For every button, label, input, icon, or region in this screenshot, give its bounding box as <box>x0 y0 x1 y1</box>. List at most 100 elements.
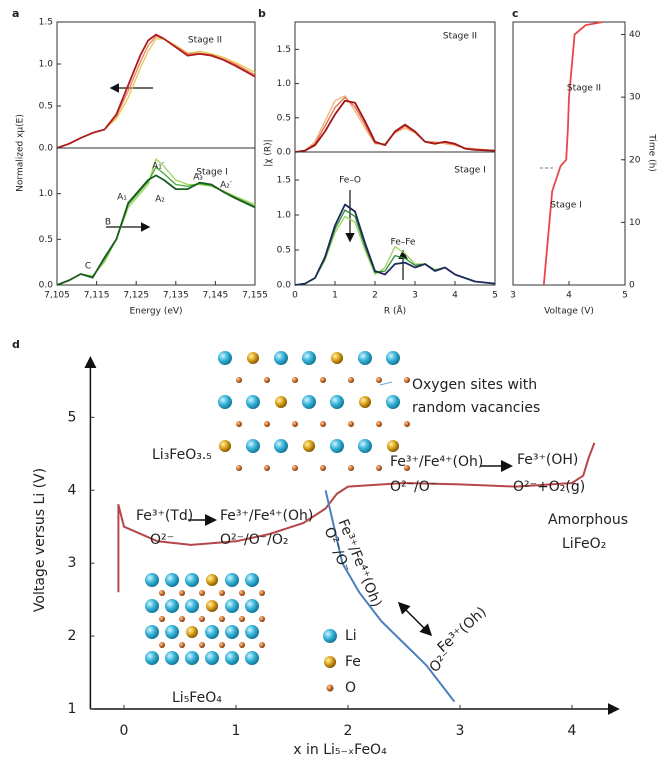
panel-label: c <box>512 7 519 20</box>
li-atom <box>330 395 344 409</box>
series-line <box>56 33 256 149</box>
x-tick-label: 2 <box>344 723 353 739</box>
annotation: A₂ <box>155 195 165 205</box>
o-atom <box>239 642 245 648</box>
o-atom <box>236 421 242 427</box>
y-tick-label: 0.5 <box>39 235 53 245</box>
y-tick-label: 1.0 <box>277 211 292 221</box>
li-atom <box>386 351 400 365</box>
x-tick-label: 5 <box>622 291 628 301</box>
annotation: random vacancies <box>412 400 540 416</box>
annotation: Fe–O <box>339 176 361 186</box>
x-tick-label: 7,105 <box>44 291 70 301</box>
o-atom <box>159 590 165 596</box>
y-tick-label: 0.0 <box>277 281 292 291</box>
x-tick-label: 7,155 <box>242 291 268 301</box>
annotation: Stage I <box>550 201 582 211</box>
annotation: Stage II <box>443 32 477 42</box>
series-line <box>324 490 456 703</box>
li-atom <box>246 439 260 453</box>
annotation: A₃ <box>193 173 203 183</box>
x-tick-label: 7,125 <box>123 291 149 301</box>
li-atom <box>165 651 179 665</box>
annotation: Stage I <box>196 168 228 178</box>
annotation: Fe <box>345 654 361 670</box>
li-atom <box>330 439 344 453</box>
li-atom <box>145 599 159 613</box>
x-tick-label: 1 <box>232 723 241 739</box>
li-atom <box>302 351 316 365</box>
series-line <box>542 21 603 286</box>
decoration <box>106 83 555 692</box>
series-line <box>294 95 496 153</box>
li-atom <box>165 599 179 613</box>
y-tick-label: 40 <box>629 30 641 40</box>
li-atom <box>185 599 199 613</box>
o-atom <box>259 590 265 596</box>
li-atom <box>165 625 179 639</box>
y-tick-label: 1.5 <box>277 45 291 55</box>
o-atom <box>348 377 354 383</box>
o-atom <box>264 377 270 383</box>
y-tick-label: 1.0 <box>277 79 292 89</box>
fe-atom <box>247 352 259 364</box>
li-atom <box>386 395 400 409</box>
li-atom <box>323 629 337 643</box>
li-atom <box>185 651 199 665</box>
li-atom <box>205 651 219 665</box>
x-tick-label: 7,115 <box>84 291 110 301</box>
y-axis-label: |χ (R)| <box>264 139 274 166</box>
annotation: O²⁻ <box>150 532 174 548</box>
li-atom <box>274 439 288 453</box>
annotation: Fe³⁺(OH) <box>517 452 578 468</box>
annotation: Oxygen sites with <box>412 377 537 393</box>
x-tick-label: 3 <box>456 723 465 739</box>
plot-frame <box>56 21 256 149</box>
y-axis-label: Time (h) <box>647 133 657 172</box>
y-tick-label: 1 <box>67 701 76 717</box>
annotation: Stage II <box>567 84 601 94</box>
series-line <box>294 215 496 286</box>
li-atom <box>218 395 232 409</box>
annotation: O²⁻+O₂(g) <box>513 479 585 495</box>
o-atom <box>179 590 185 596</box>
o-atom <box>264 421 270 427</box>
li-atom <box>274 351 288 365</box>
annotation: Amorphous <box>548 512 628 528</box>
o-atom <box>199 590 205 596</box>
y-tick-label: 0.5 <box>277 246 291 256</box>
y-tick-label: 1.5 <box>277 176 291 186</box>
annotation: Li₃FeO₃.₅ <box>152 447 212 463</box>
o-atom <box>348 421 354 427</box>
o-atom <box>376 421 382 427</box>
y-tick-label: 10 <box>629 218 641 228</box>
x-tick-label: 0 <box>120 723 129 739</box>
li-atom <box>225 625 239 639</box>
o-atom <box>264 465 270 471</box>
li-atom <box>185 573 199 587</box>
y-tick-label: 0.5 <box>277 113 291 123</box>
series-line <box>56 35 256 149</box>
li-atom <box>218 351 232 365</box>
series-line <box>294 99 496 153</box>
pointer <box>379 381 393 386</box>
y-tick-label: 4 <box>67 482 76 498</box>
o-atom <box>292 465 298 471</box>
arrow <box>397 601 433 637</box>
fe-atom <box>186 626 198 638</box>
li-atom <box>145 625 159 639</box>
o-atom <box>259 616 265 622</box>
x-tick-label: 4 <box>566 291 572 301</box>
o-atom <box>199 616 205 622</box>
series-line <box>117 442 596 593</box>
o-atom <box>404 421 410 427</box>
y-tick-label: 5 <box>67 409 76 425</box>
o-atom <box>292 421 298 427</box>
fe-atom <box>387 440 399 452</box>
x-tick-label: 7,135 <box>163 291 189 301</box>
fe-atom <box>359 396 371 408</box>
li-atom <box>225 573 239 587</box>
o-atom <box>219 642 225 648</box>
plot-frame <box>56 147 256 286</box>
li-atom <box>145 651 159 665</box>
